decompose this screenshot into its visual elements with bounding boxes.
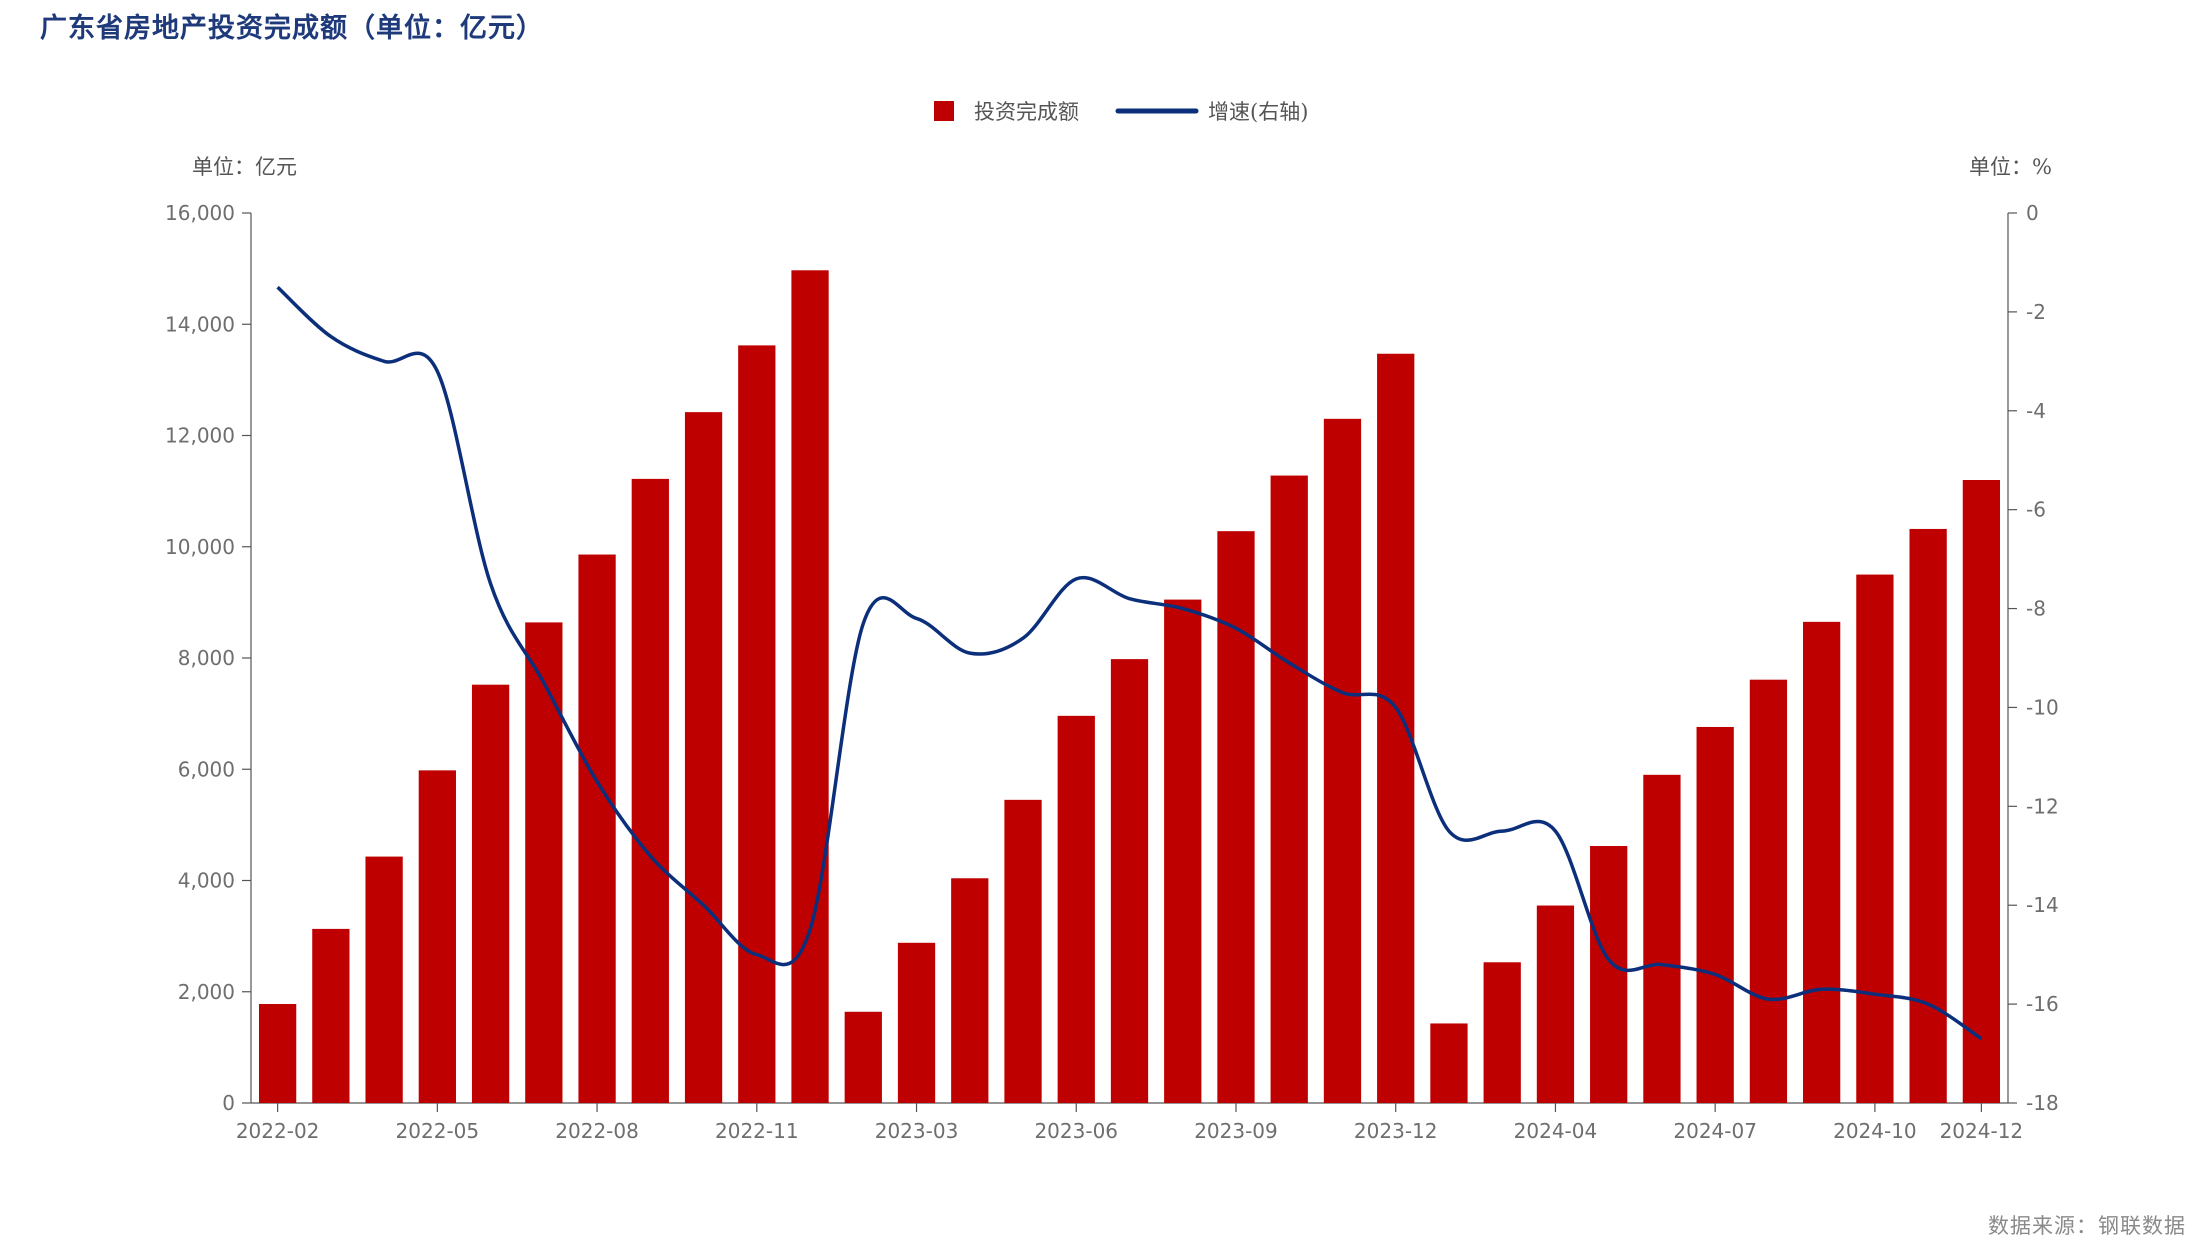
bar [1483, 962, 1521, 1103]
bar [418, 770, 456, 1103]
right-axis-tick-label: -18 [2026, 1091, 2059, 1115]
right-axis-tick-label: -8 [2026, 597, 2046, 621]
right-axis-tick-label: -16 [2026, 992, 2059, 1016]
bar [1696, 726, 1734, 1103]
bar [1430, 1023, 1468, 1103]
bar [1270, 475, 1308, 1103]
growth-line [276, 285, 1983, 1041]
bar [1536, 905, 1575, 1103]
legend-bar-label: 投资完成额 [974, 100, 1079, 124]
left-axis-tick-label: 6,000 [178, 757, 235, 781]
x-axis-tick-label: 2023-09 [1194, 1119, 1278, 1143]
bar [844, 1011, 882, 1103]
bar [684, 412, 723, 1103]
left-axis-tick-label: 12,000 [165, 424, 235, 448]
axis-units: 单位：亿元 单位：% [192, 155, 2052, 179]
left-axis-tick-label: 16,000 [165, 201, 235, 225]
left-axis-tick-label: 10,000 [165, 535, 235, 559]
right-axis-tick-label: -10 [2026, 695, 2059, 719]
bar [1962, 480, 2001, 1103]
axes: 0 2,000 4,000 6,000 8,000 10,000 12,000 14,000 1… [165, 201, 2059, 1115]
x-axis-tick-label: 2023-03 [875, 1119, 959, 1143]
data-source-note: 数据来源：钢联数据 [1988, 1214, 2186, 1238]
right-axis-tick-label: -14 [2026, 893, 2059, 917]
x-axis-tick-label: 2024-07 [1673, 1119, 1757, 1143]
right-axis-tick-label: -12 [2026, 794, 2059, 818]
bar [258, 1003, 297, 1103]
x-axis-tick-label: 2022-02 [236, 1119, 320, 1143]
x-axis-tick-label: 2023-12 [1354, 1119, 1438, 1143]
line-series [276, 285, 1983, 1041]
right-axis-tick-label: -2 [2026, 300, 2046, 324]
left-axis-tick-label: 0 [222, 1091, 235, 1115]
bar [1856, 574, 1894, 1103]
x-axis-tick-label: 2022-11 [715, 1119, 799, 1143]
bar [1217, 531, 1255, 1103]
bar [1323, 418, 1362, 1103]
bar [312, 928, 350, 1103]
right-axis-tick-label: -6 [2026, 498, 2046, 522]
bar [738, 345, 776, 1103]
bar [365, 856, 403, 1103]
legend-bar-swatch [934, 101, 954, 121]
bar-series [258, 270, 2001, 1103]
x-axis-tick-label: 2022-08 [555, 1119, 639, 1143]
x-axis-tick-label: 2023-06 [1034, 1119, 1118, 1143]
left-axis-unit: 单位：亿元 [192, 155, 297, 179]
left-axis-tick-label: 8,000 [178, 646, 235, 670]
x-axis-labels: 2022-02 2022-05 2022-08 2022-11 2023-03 2023-… [236, 1103, 2023, 1143]
bar [1590, 846, 1628, 1103]
left-axis-tick-label: 4,000 [178, 869, 235, 893]
bar [1057, 715, 1095, 1103]
chart-title: 广东省房地产投资完成额（单位：亿元） [40, 13, 544, 44]
bar [1749, 679, 1788, 1103]
bar [1803, 621, 1841, 1103]
legend: 投资完成额 增速(右轴) [934, 100, 1308, 124]
bar [1643, 774, 1681, 1103]
bar [1110, 659, 1149, 1103]
bar [897, 942, 936, 1103]
x-axis-tick-label: 2022-05 [396, 1119, 480, 1143]
bar [951, 878, 989, 1103]
legend-line-label: 增速(右轴) [1208, 100, 1308, 124]
right-axis-unit: 单位：% [1969, 155, 2052, 179]
right-axis-tick-label: -4 [2026, 399, 2046, 423]
x-axis-tick-label: 2024-10 [1833, 1119, 1917, 1143]
left-axis-tick-label: 2,000 [178, 980, 235, 1004]
bar [525, 622, 563, 1103]
left-axis-tick-label: 14,000 [165, 312, 235, 336]
bar [471, 684, 510, 1103]
bar [1004, 799, 1042, 1103]
bar [1164, 599, 1202, 1103]
right-axis-tick-label: 0 [2026, 201, 2039, 225]
x-axis-tick-label: 2024-04 [1514, 1119, 1598, 1143]
bar [1909, 528, 1947, 1103]
bar [791, 270, 829, 1103]
bar [631, 478, 669, 1103]
x-axis-tick-label: 2024-12 [1940, 1119, 2024, 1143]
bar [578, 554, 616, 1103]
